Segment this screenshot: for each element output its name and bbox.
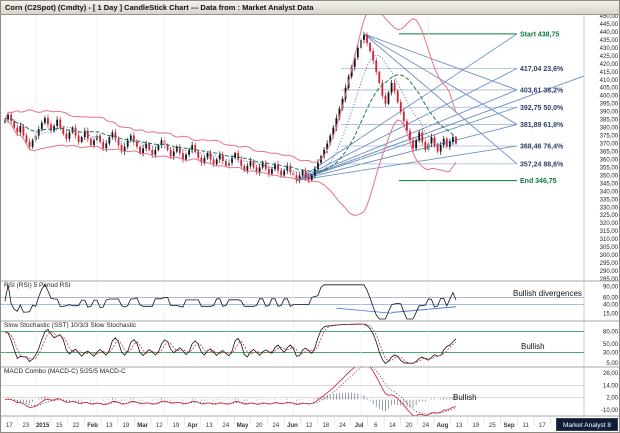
svg-text:23: 23 (23, 423, 30, 429)
svg-text:403,61 38,2%: 403,61 38,2% (520, 87, 564, 94)
svg-text:381,89 61,8%: 381,89 61,8% (520, 122, 564, 129)
svg-text:18: 18 (322, 423, 329, 429)
svg-text:Sep: Sep (504, 423, 515, 429)
svg-text:14,00: 14,00 (603, 383, 619, 389)
svg-text:25: 25 (489, 423, 496, 429)
svg-text:375,00: 375,00 (600, 134, 619, 140)
svg-text:17: 17 (539, 423, 546, 429)
svg-text:12: 12 (306, 423, 313, 429)
svg-text:30,00: 30,00 (603, 350, 619, 356)
svg-text:26,00: 26,00 (603, 371, 619, 377)
svg-text:335,00: 335,00 (600, 197, 619, 203)
svg-text:445,00: 445,00 (600, 22, 619, 28)
svg-text:380,00: 380,00 (600, 126, 619, 132)
svg-text:20: 20 (256, 423, 263, 429)
svg-text:2,00: 2,00 (606, 396, 618, 402)
svg-text:40,00: 40,00 (603, 303, 619, 309)
svg-text:415,00: 415,00 (600, 70, 619, 76)
svg-text:11: 11 (523, 423, 530, 429)
macd-annotation[interactable]: Bullish (453, 393, 477, 402)
svg-text:2015: 2015 (36, 423, 50, 429)
svg-text:395,00: 395,00 (600, 102, 619, 108)
svg-text:-10,00: -10,00 (601, 408, 619, 414)
svg-text:340,00: 340,00 (600, 189, 619, 195)
svg-text:50,00: 50,00 (603, 342, 619, 348)
svg-text:310,00: 310,00 (600, 237, 619, 243)
stochastic-panel-title: Slow Stochastic (SST) 10/3/3 Slow Stocha… (4, 322, 137, 329)
svg-text:440,00: 440,00 (600, 30, 619, 36)
window-titlebar: Corn (C2Spot) (Cmdty) - [ 1 Day ] Candle… (1, 1, 619, 15)
svg-text:400,00: 400,00 (600, 94, 619, 100)
svg-text:Feb: Feb (87, 423, 98, 429)
svg-text:19: 19 (173, 423, 180, 429)
svg-text:330,00: 330,00 (600, 205, 619, 211)
svg-text:417,04 23,6%: 417,04 23,6% (520, 66, 564, 73)
svg-text:305,00: 305,00 (600, 245, 619, 251)
svg-text:410,00: 410,00 (600, 78, 619, 84)
svg-text:450,00: 450,00 (600, 14, 619, 20)
svg-text:13: 13 (106, 423, 113, 429)
svg-text:Jun: Jun (287, 423, 298, 429)
svg-text:Jul: Jul (355, 423, 364, 429)
svg-text:15: 15 (56, 423, 63, 429)
svg-text:17: 17 (6, 423, 13, 429)
svg-text:Apr: Apr (187, 423, 198, 429)
svg-text:Aug: Aug (437, 423, 449, 429)
window-title: Corn (C2Spot) (Cmdty) - [ 1 Day ] Candle… (5, 3, 314, 12)
svg-text:320,00: 320,00 (600, 221, 619, 227)
rsi-annotation[interactable]: Bullish divergences (513, 289, 582, 298)
svg-text:355,00: 355,00 (600, 165, 619, 171)
svg-text:24: 24 (422, 423, 429, 429)
svg-text:345,00: 345,00 (600, 181, 619, 187)
svg-text:90,00: 90,00 (603, 285, 619, 291)
svg-text:14: 14 (389, 423, 396, 429)
svg-text:End 346,75: End 346,75 (520, 178, 557, 185)
svg-text:392,75 50,0%: 392,75 50,0% (520, 105, 564, 112)
market-analyst-badge: Market Analyst 8 (556, 418, 618, 431)
svg-text:20: 20 (406, 423, 413, 429)
svg-text:13: 13 (206, 423, 213, 429)
svg-text:80,00: 80,00 (603, 329, 619, 335)
svg-text:350,00: 350,00 (600, 173, 619, 179)
svg-text:325,00: 325,00 (600, 213, 619, 219)
svg-text:Start 438,75: Start 438,75 (520, 31, 559, 38)
svg-text:365,00: 365,00 (600, 149, 619, 155)
svg-text:360,00: 360,00 (600, 157, 619, 163)
svg-text:19: 19 (472, 423, 479, 429)
svg-text:22: 22 (73, 423, 80, 429)
svg-text:370,00: 370,00 (600, 142, 619, 148)
macd-panel-title: MACD Combo (MACD-C) 5/25/5 MACD-C (4, 368, 126, 375)
svg-text:6: 6 (374, 423, 378, 429)
svg-text:24: 24 (223, 423, 230, 429)
svg-text:Mar: Mar (137, 423, 148, 429)
svg-text:24: 24 (272, 423, 279, 429)
svg-text:390,00: 390,00 (600, 110, 619, 116)
svg-text:435,00: 435,00 (600, 38, 619, 44)
svg-text:295,00: 295,00 (600, 261, 619, 267)
svg-text:12: 12 (156, 423, 163, 429)
svg-text:19: 19 (123, 423, 130, 429)
stochastic-annotation[interactable]: Bullish (521, 342, 545, 351)
svg-text:5,00: 5,00 (606, 361, 618, 367)
svg-text:368,46 76,4%: 368,46 76,4% (520, 143, 564, 150)
svg-text:May: May (237, 423, 249, 429)
svg-text:430,00: 430,00 (600, 46, 619, 52)
svg-text:420,00: 420,00 (600, 62, 619, 68)
svg-text:315,00: 315,00 (600, 229, 619, 235)
svg-text:300,00: 300,00 (600, 253, 619, 259)
svg-text:357,24 88,6%: 357,24 88,6% (520, 161, 564, 168)
svg-text:24: 24 (339, 423, 346, 429)
svg-text:13: 13 (456, 423, 463, 429)
svg-text:385,00: 385,00 (600, 118, 619, 124)
svg-text:60,00: 60,00 (603, 295, 619, 301)
svg-text:425,00: 425,00 (600, 54, 619, 60)
rsi-panel-title: RSI (RSI) 5 Period RSI (4, 282, 71, 289)
svg-text:405,00: 405,00 (600, 86, 619, 92)
svg-text:285,00: 285,00 (600, 277, 619, 283)
svg-text:15,00: 15,00 (603, 312, 619, 318)
svg-text:290,00: 290,00 (600, 269, 619, 275)
